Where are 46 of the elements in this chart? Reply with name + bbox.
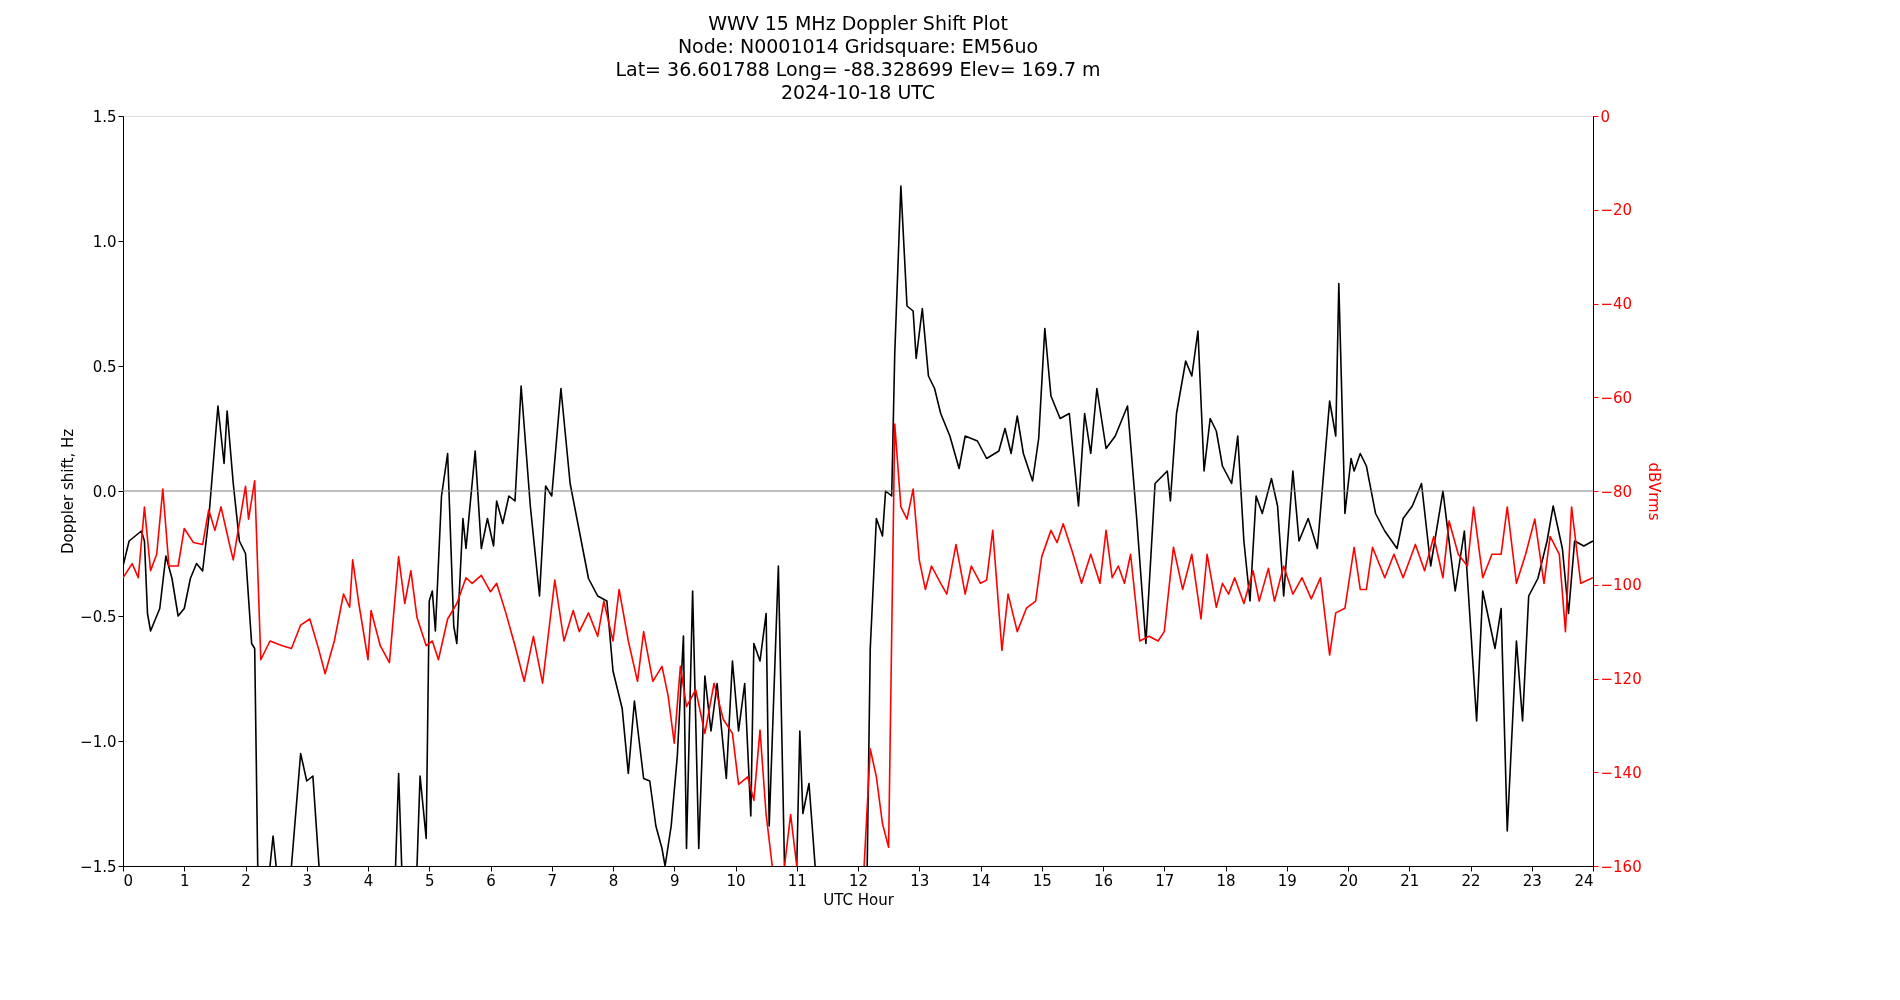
y-tick-label: 1.0 <box>92 232 117 251</box>
x-tick-label: 20 <box>1338 871 1359 890</box>
x-tick-label: 11 <box>787 871 807 890</box>
x-tick-label: 7 <box>547 871 558 890</box>
y2-tick-label: −40 <box>1600 295 1633 313</box>
chart-subtitle: Node: N0001014 Gridsquare: EM56uo Lat= 36.601788 Long= -88.328699 Elev= 169.7 m 2024-10-18 UTC <box>615 35 1101 103</box>
x-tick-label: 18 <box>1216 871 1236 890</box>
x-tick-label: 5 <box>424 871 435 890</box>
y-tick-label: 1.5 <box>92 107 117 126</box>
x-tick-label: 19 <box>1277 871 1297 890</box>
y-tick-label: 0.5 <box>92 357 117 376</box>
x-tick-label: 16 <box>1093 871 1114 890</box>
x-tick-label: 3 <box>302 871 313 890</box>
y-tick-label: −0.5 <box>80 607 117 626</box>
y2-tick-label: 0 <box>1600 107 1611 126</box>
y2-tick-label: −120 <box>1600 670 1642 688</box>
x-tick-label: 14 <box>971 871 991 890</box>
x-tick-label: 6 <box>486 871 496 890</box>
x-tick-label: 17 <box>1155 871 1175 890</box>
y-tick-label: −1.5 <box>80 857 117 876</box>
y-tick-label: 0.0 <box>92 482 117 501</box>
x-axis-title: UTC Hour <box>823 890 895 909</box>
x-tick-label: 12 <box>848 871 869 890</box>
y2-tick-label: −100 <box>1600 576 1642 595</box>
chart-title: WWV 15 MHz Doppler Shift Plot <box>708 12 1008 34</box>
y-tick-label: −1.0 <box>80 732 117 751</box>
x-tick-label: 24 <box>1574 871 1594 890</box>
y2-tick-label: −80 <box>1600 482 1633 501</box>
x-tick-label: 0 <box>123 871 134 890</box>
x-tick-label: 23 <box>1522 871 1542 890</box>
y2-tick-label: −140 <box>1600 763 1642 782</box>
y2-tick-label: −20 <box>1600 201 1633 220</box>
x-tick-label: 15 <box>1032 871 1052 890</box>
y2-tick-label: −160 <box>1600 857 1642 876</box>
x-tick-label: 9 <box>669 871 680 890</box>
x-tick-label: 13 <box>910 871 930 890</box>
y-axis-title: Doppler shift, Hz <box>59 428 78 555</box>
x-tick-label: 22 <box>1461 871 1481 890</box>
x-tick-label: 1 <box>179 871 190 890</box>
y2-tick-label: −60 <box>1600 388 1633 407</box>
x-tick-label: 21 <box>1400 871 1420 890</box>
y2-axis-title: dBVrms <box>1644 462 1663 521</box>
x-tick-label: 4 <box>363 871 374 890</box>
x-tick-label: 2 <box>241 871 251 890</box>
x-tick-label: 10 <box>726 871 746 890</box>
x-tick-label: 8 <box>608 871 619 890</box>
